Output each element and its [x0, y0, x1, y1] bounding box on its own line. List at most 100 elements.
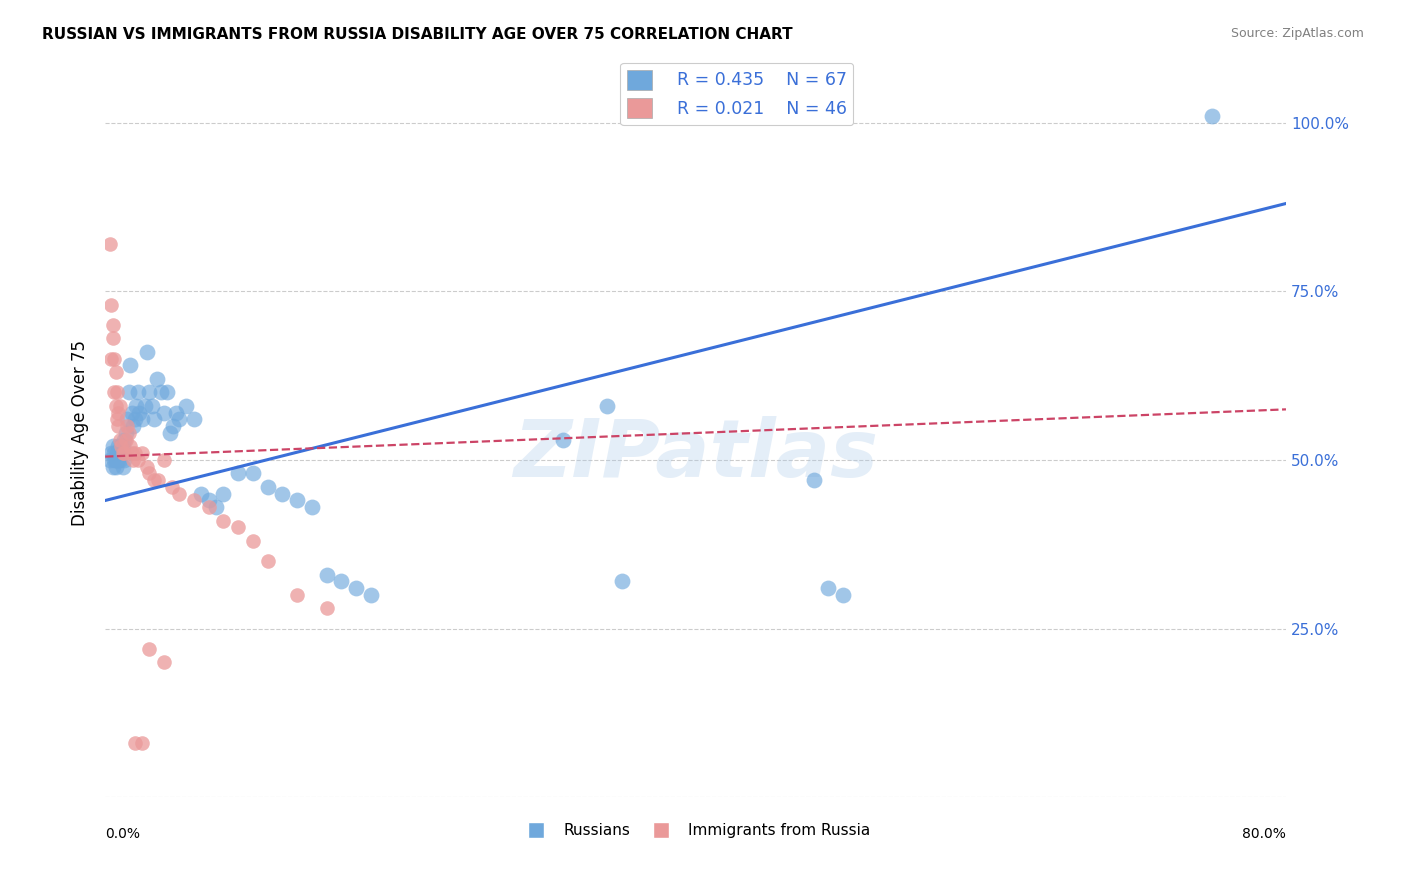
Point	[138, 385, 160, 400]
Point	[159, 425, 181, 440]
Point	[112, 453, 135, 467]
Point	[120, 440, 142, 454]
Point	[596, 399, 619, 413]
Point	[153, 406, 176, 420]
Point	[183, 493, 205, 508]
Point	[803, 473, 825, 487]
Point	[256, 554, 278, 568]
Point	[134, 399, 156, 413]
Point	[100, 351, 122, 366]
Point	[107, 406, 129, 420]
Point	[817, 581, 839, 595]
Point	[103, 453, 125, 467]
Point	[104, 453, 127, 467]
Point	[104, 399, 127, 413]
Point	[115, 425, 138, 440]
Point	[107, 419, 129, 434]
Point	[165, 406, 187, 420]
Point	[212, 514, 235, 528]
Point	[108, 453, 131, 467]
Point	[212, 487, 235, 501]
Point	[148, 473, 170, 487]
Y-axis label: Disability Age Over 75: Disability Age Over 75	[72, 340, 89, 526]
Point	[344, 581, 367, 595]
Point	[105, 446, 128, 460]
Text: Source: ZipAtlas.com: Source: ZipAtlas.com	[1230, 27, 1364, 40]
Point	[153, 656, 176, 670]
Point	[205, 500, 228, 515]
Text: 0.0%: 0.0%	[105, 827, 141, 840]
Point	[131, 736, 153, 750]
Point	[110, 440, 132, 454]
Point	[120, 359, 142, 373]
Point	[127, 453, 149, 467]
Point	[108, 446, 131, 460]
Point	[100, 446, 122, 460]
Text: 80.0%: 80.0%	[1241, 827, 1286, 840]
Point	[131, 446, 153, 460]
Point	[167, 412, 190, 426]
Point	[112, 446, 135, 460]
Point	[135, 459, 157, 474]
Point	[315, 601, 337, 615]
Point	[103, 351, 125, 366]
Point	[125, 399, 148, 413]
Point	[124, 412, 146, 426]
Legend: Russians, Immigrants from Russia: Russians, Immigrants from Russia	[515, 817, 877, 845]
Point	[110, 440, 132, 454]
Point	[118, 385, 141, 400]
Point	[197, 500, 219, 515]
Point	[101, 318, 124, 332]
Point	[138, 642, 160, 657]
Point	[105, 412, 128, 426]
Point	[142, 473, 165, 487]
Text: ZIPatlas: ZIPatlas	[513, 416, 879, 494]
Point	[124, 736, 146, 750]
Point	[111, 446, 134, 460]
Point	[242, 467, 264, 481]
Point	[118, 425, 141, 440]
Point	[111, 440, 134, 454]
Point	[153, 453, 176, 467]
Point	[112, 433, 135, 447]
Point	[98, 453, 121, 467]
Point	[103, 446, 125, 460]
Point	[142, 412, 165, 426]
Point	[117, 419, 139, 434]
Point	[121, 446, 143, 460]
Point	[301, 500, 323, 515]
Point	[121, 406, 143, 420]
Point	[105, 453, 128, 467]
Point	[285, 493, 308, 508]
Point	[117, 412, 139, 426]
Point	[131, 412, 153, 426]
Point	[183, 412, 205, 426]
Point	[141, 399, 163, 413]
Point	[108, 433, 131, 447]
Point	[551, 433, 574, 447]
Point	[101, 331, 124, 345]
Point	[146, 372, 169, 386]
Point	[105, 385, 128, 400]
Point	[101, 459, 124, 474]
Text: RUSSIAN VS IMMIGRANTS FROM RUSSIA DISABILITY AGE OVER 75 CORRELATION CHART: RUSSIAN VS IMMIGRANTS FROM RUSSIA DISABI…	[42, 27, 793, 42]
Point	[108, 399, 131, 413]
Point	[100, 298, 122, 312]
Point	[138, 467, 160, 481]
Point	[226, 520, 249, 534]
Point	[162, 419, 184, 434]
Point	[176, 399, 198, 413]
Point	[330, 574, 353, 589]
Point	[156, 385, 179, 400]
Point	[242, 533, 264, 548]
Point	[104, 459, 127, 474]
Point	[197, 493, 219, 508]
Point	[98, 237, 121, 252]
Point	[285, 588, 308, 602]
Point	[256, 480, 278, 494]
Point	[167, 487, 190, 501]
Point	[832, 588, 855, 602]
Point	[226, 467, 249, 481]
Point	[360, 588, 382, 602]
Point	[150, 385, 173, 400]
